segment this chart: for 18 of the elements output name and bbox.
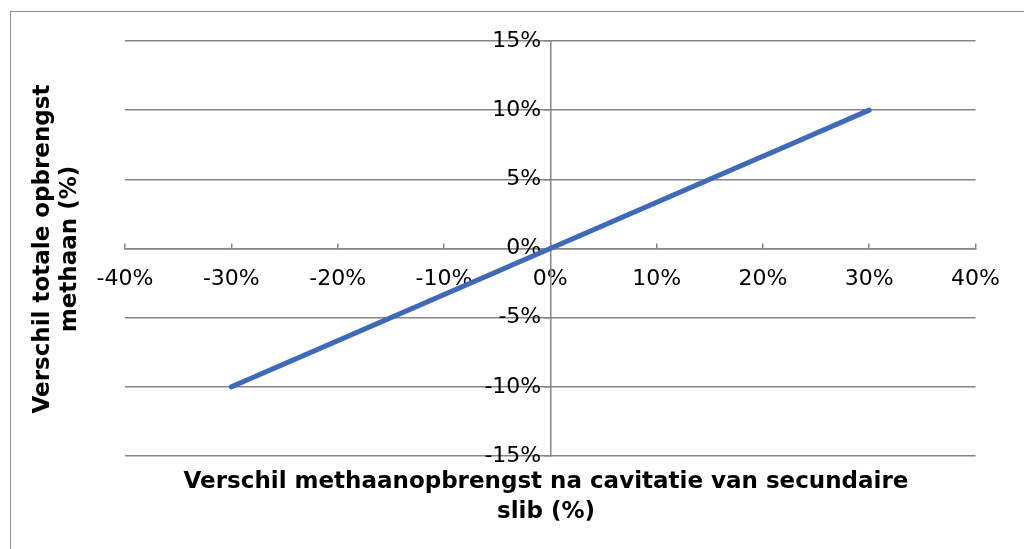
y-tick-label: -5% [498, 303, 542, 329]
x-tick-label: 20% [738, 265, 788, 291]
x-tick-label: -30% [202, 265, 260, 291]
y-tick-label: -10% [484, 372, 542, 398]
y-tick-label: -15% [484, 441, 542, 467]
x-tick-label: 40% [951, 265, 1000, 291]
x-axis-title: Verschil methaanopbrengst na cavitatie van secundaire slib (%) [182, 466, 910, 525]
y-tick-label: 5% [506, 165, 542, 191]
x-tick-label: 10% [632, 265, 682, 291]
y-tick-label: 0% [506, 234, 542, 260]
x-tick-label: 30% [844, 265, 894, 291]
y-tick-label: 15% [492, 26, 542, 52]
y-axis-title: Verschil totale opbrengst methaan (%) [28, 83, 82, 416]
x-tick-label: -20% [309, 265, 367, 291]
x-tick-label: -40% [96, 265, 154, 291]
y-tick-label: 10% [492, 95, 542, 121]
x-tick-label: 0% [532, 265, 568, 291]
x-tick-label: -10% [415, 265, 473, 291]
